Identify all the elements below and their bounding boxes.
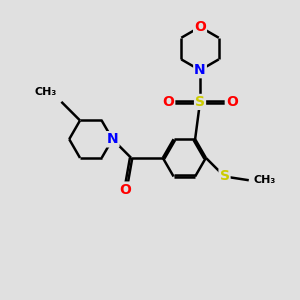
Text: N: N [194,63,206,77]
Text: S: S [220,169,230,184]
Text: CH₃: CH₃ [34,87,56,97]
Text: O: O [162,95,174,109]
Text: CH₃: CH₃ [254,175,276,185]
Text: N: N [107,132,118,146]
Text: O: O [120,183,131,196]
Text: N: N [107,132,118,146]
Text: O: O [194,20,206,34]
Text: O: O [226,95,238,109]
Text: S: S [195,95,205,109]
